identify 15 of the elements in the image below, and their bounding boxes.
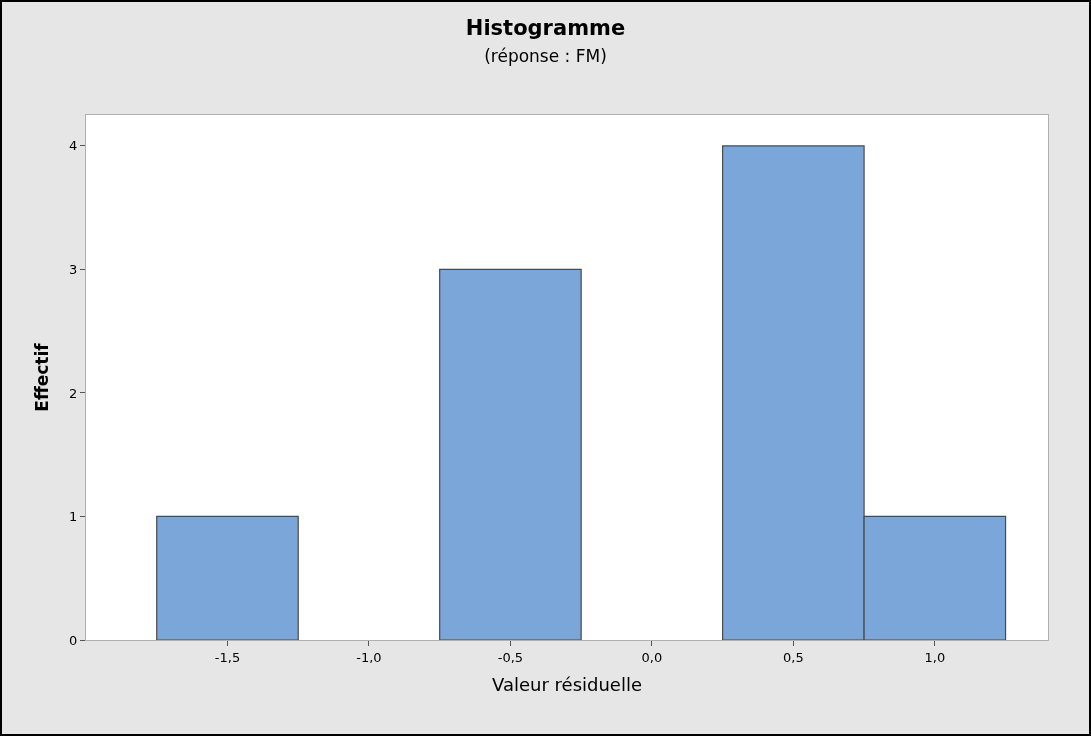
x-tick-label: -1,0 <box>356 649 382 665</box>
chart-title: Histogramme <box>465 15 626 40</box>
x-axis-title: Valeur résiduelle <box>492 673 642 695</box>
y-axis-title: Effectif <box>31 342 52 412</box>
y-tick-label: 1 <box>69 509 78 525</box>
x-tick-label: 1,0 <box>924 649 946 665</box>
y-tick-label: 0 <box>69 632 78 648</box>
chart-subtitle: (réponse : FM) <box>484 46 607 67</box>
x-tick-label: -1,5 <box>214 649 241 665</box>
x-tick-label: 0,5 <box>783 649 804 665</box>
y-tick-label: 3 <box>69 261 78 277</box>
x-tick-label: 0,0 <box>641 649 663 665</box>
y-tick-label: 4 <box>69 138 78 154</box>
x-tick-label: -0,5 <box>497 649 524 665</box>
y-tick-label: 2 <box>69 385 78 401</box>
